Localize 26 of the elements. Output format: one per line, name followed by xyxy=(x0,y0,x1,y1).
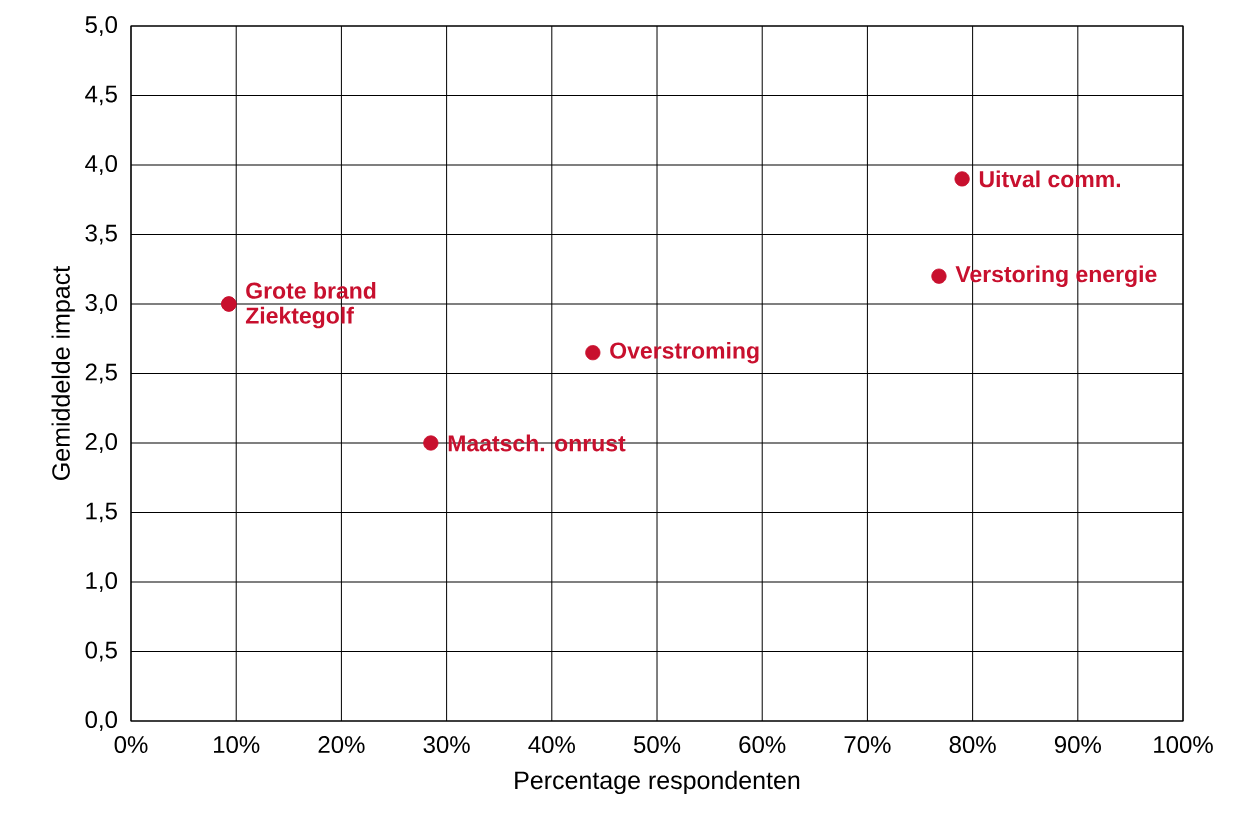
x-tick-label: 40% xyxy=(528,736,575,754)
y-tick-label: 1,0 xyxy=(86,572,118,592)
x-tick-label: 30% xyxy=(423,736,470,754)
y-tick-label: 1,5 xyxy=(86,502,117,523)
y-tick-label: 4,0 xyxy=(85,155,118,175)
x-axis-title: Percentage respondenten xyxy=(515,770,800,795)
y-tick-label: 0,5 xyxy=(85,641,117,662)
annotation: Overstroming xyxy=(610,341,759,364)
y-tick-label: 5,0 xyxy=(85,16,118,36)
y-tick-label: 3,0 xyxy=(85,294,118,314)
x-tick-label: 0% xyxy=(114,736,148,754)
y-tick-label: 3,5 xyxy=(85,224,117,245)
y-tick-label: 2,0 xyxy=(85,433,118,453)
x-tick-label: 80% xyxy=(949,736,996,754)
x-tick-label: 90% xyxy=(1054,736,1101,754)
annotation: Maatsch. onrust xyxy=(448,434,626,452)
y-tick-label: 4,5 xyxy=(85,85,117,106)
x-tick-label: 70% xyxy=(844,736,891,754)
y-tick-label: 0,0 xyxy=(85,711,118,731)
x-tick-label: 60% xyxy=(739,736,786,754)
x-tick-label: 50% xyxy=(633,736,681,754)
y-tick-label: 2,5 xyxy=(85,363,117,384)
x-tick-label: 10% xyxy=(214,736,260,754)
y-axis-title: Gemiddelde impact xyxy=(51,266,75,480)
x-tick-label: 20% xyxy=(318,736,365,754)
x-tick-label: 100% xyxy=(1154,736,1213,754)
